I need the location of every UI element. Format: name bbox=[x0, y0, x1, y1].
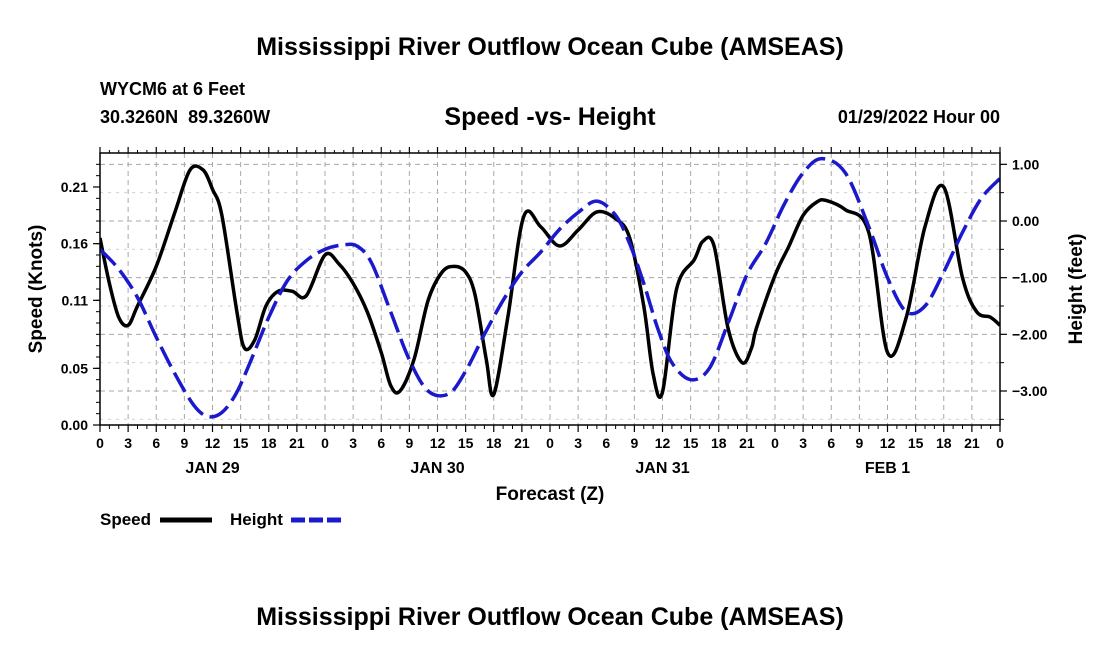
x-tick-label: 15 bbox=[458, 435, 474, 451]
y2-tick-label: −2.00 bbox=[1012, 326, 1048, 342]
x-tick-label: 6 bbox=[827, 435, 835, 451]
y-tick-label: 0.05 bbox=[61, 360, 88, 376]
y2-tick-label: 0.00 bbox=[1012, 213, 1039, 229]
x-tick-label: 15 bbox=[908, 435, 924, 451]
x-tick-label: 21 bbox=[289, 435, 305, 451]
coordinates-label: 30.3260N 89.3260W bbox=[100, 107, 270, 127]
x-tick-label: 15 bbox=[683, 435, 699, 451]
x-tick-label: 12 bbox=[880, 435, 896, 451]
x-tick-label: 3 bbox=[349, 435, 357, 451]
x-tick-label: 18 bbox=[486, 435, 502, 451]
y2-tick-label: −1.00 bbox=[1012, 270, 1048, 286]
y-tick-label: 0.16 bbox=[61, 236, 88, 252]
x-tick-label: 12 bbox=[655, 435, 671, 451]
speed-series-line bbox=[100, 164, 1000, 400]
station-label: WYCM6 at 6 Feet bbox=[100, 79, 245, 99]
x-tick-label: 9 bbox=[405, 435, 413, 451]
x-tick-label: 0 bbox=[996, 435, 1004, 451]
x-tick-label: 6 bbox=[377, 435, 385, 451]
x-tick-label: 0 bbox=[546, 435, 554, 451]
x-tick-label: 21 bbox=[964, 435, 980, 451]
axes: 0 3 6 9 12 15 18 21 0 3 6 9 12 15 18 21 0 3 6 9 12 15 18 21 0 3 6 9… bbox=[61, 147, 1048, 477]
chart-title: Speed -vs- Height bbox=[444, 103, 656, 131]
x-tick-label: 12 bbox=[205, 435, 221, 451]
legend-height-label: Height bbox=[230, 510, 283, 529]
grid bbox=[100, 153, 1000, 425]
x-tick-label: 18 bbox=[936, 435, 952, 451]
x-axis-title: Forecast (Z) bbox=[496, 484, 605, 505]
x-tick-label: 3 bbox=[124, 435, 132, 451]
x-tick-label: 6 bbox=[602, 435, 610, 451]
run-time-label: 01/29/2022 Hour 00 bbox=[838, 107, 1000, 127]
legend: Speed Height bbox=[100, 510, 343, 529]
x-tick-label: 21 bbox=[739, 435, 755, 451]
legend-speed-label: Speed bbox=[100, 510, 151, 529]
y-tick-label: 0.00 bbox=[61, 417, 88, 433]
y-tick-label: 0.21 bbox=[61, 179, 88, 195]
date-label: JAN 31 bbox=[635, 460, 689, 477]
y2-tick-label: 1.00 bbox=[1012, 156, 1039, 172]
height-series-line bbox=[100, 156, 1000, 419]
x-tick-label: 9 bbox=[180, 435, 188, 451]
page-title: Mississippi River Outflow Ocean Cube (AM… bbox=[256, 33, 844, 61]
date-label: FEB 1 bbox=[865, 460, 910, 477]
x-tick-label: 0 bbox=[771, 435, 779, 451]
y2-axis-title: Height (feet) bbox=[1066, 234, 1087, 345]
date-label: JAN 30 bbox=[410, 460, 464, 477]
x-tick-label: 18 bbox=[261, 435, 277, 451]
date-label: JAN 29 bbox=[185, 460, 239, 477]
x-tick-label: 3 bbox=[574, 435, 582, 451]
x-tick-label: 15 bbox=[233, 435, 249, 451]
x-tick-label: 12 bbox=[430, 435, 446, 451]
footer-title: Mississippi River Outflow Ocean Cube (AM… bbox=[256, 603, 844, 631]
x-tick-label: 6 bbox=[152, 435, 160, 451]
x-tick-label: 3 bbox=[799, 435, 807, 451]
x-tick-label: 9 bbox=[630, 435, 638, 451]
y-tick-label: 0.11 bbox=[62, 292, 89, 308]
y-axis-title: Speed (Knots) bbox=[26, 225, 47, 354]
x-tick-label: 18 bbox=[711, 435, 727, 451]
series-layer bbox=[100, 156, 1000, 419]
x-tick-label: 21 bbox=[514, 435, 530, 451]
y2-tick-label: −3.00 bbox=[1012, 383, 1048, 399]
x-tick-label: 0 bbox=[96, 435, 104, 451]
x-tick-label: 9 bbox=[855, 435, 863, 451]
x-tick-label: 0 bbox=[321, 435, 329, 451]
